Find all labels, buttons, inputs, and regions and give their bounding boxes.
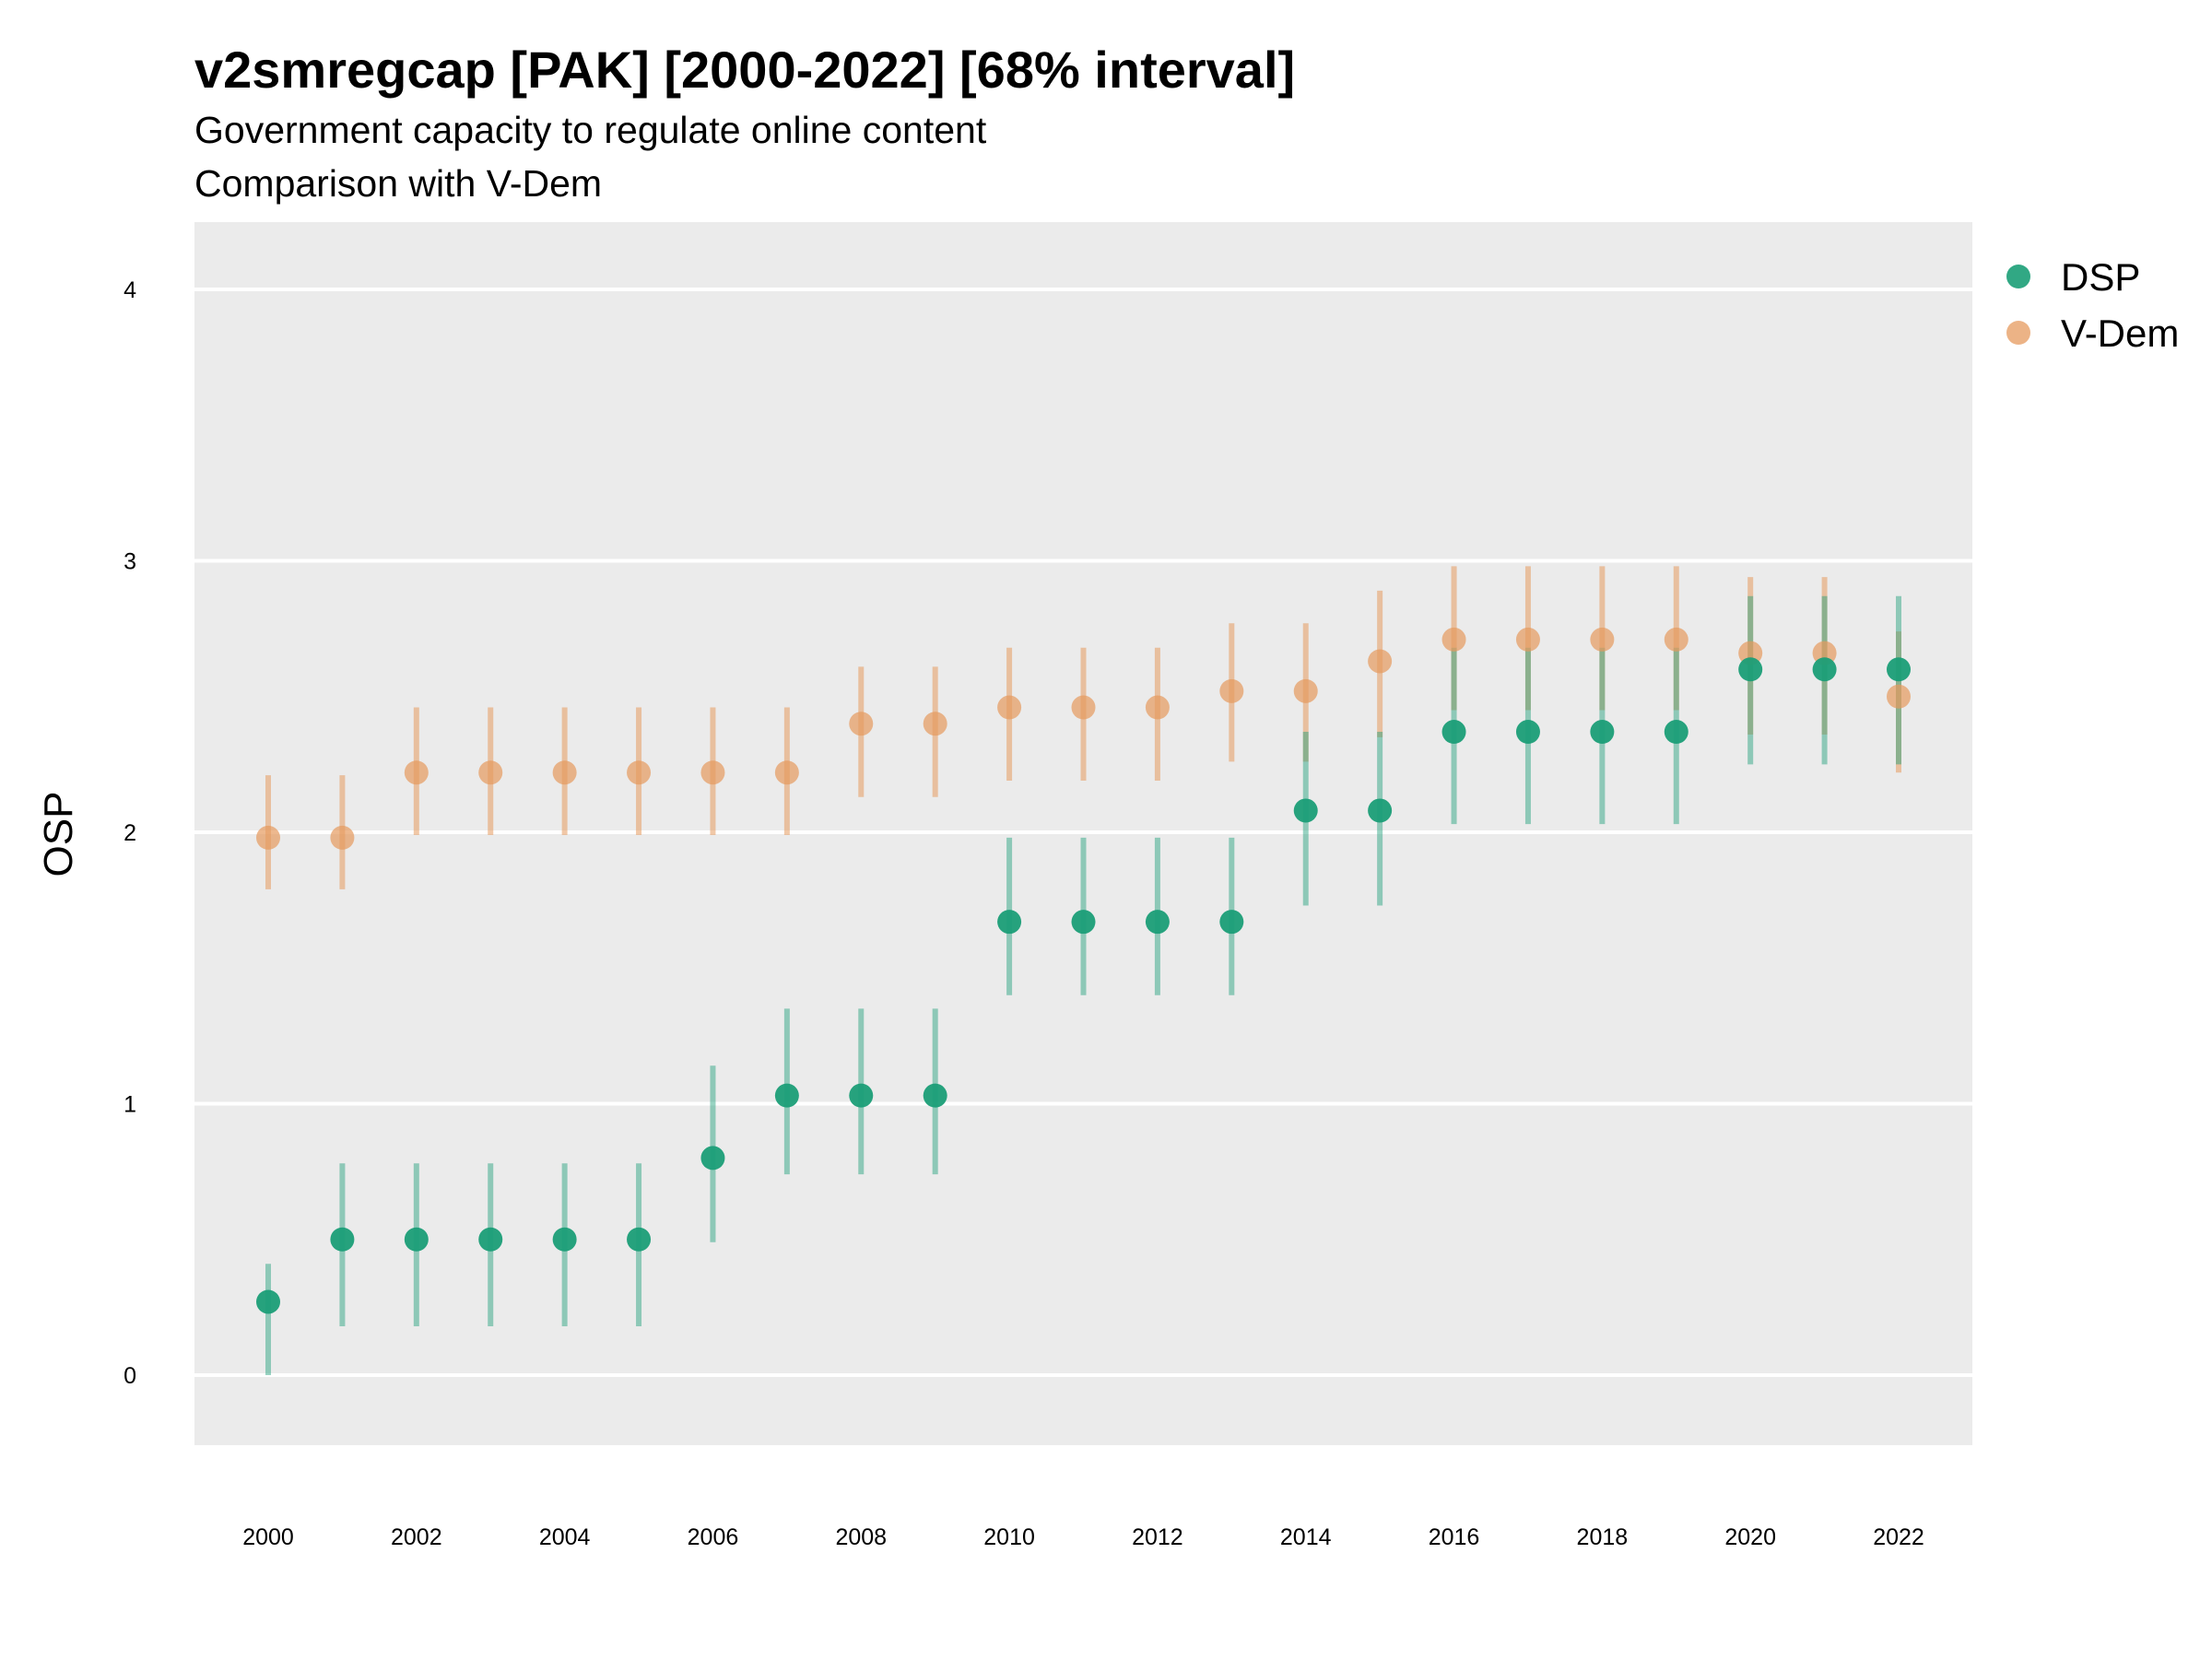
x-tick-label: 2016 [1429,1524,1480,1550]
y-tick-label: 0 [124,1363,136,1389]
chart-subtitle: Government capacity to regulate online c… [194,109,987,151]
x-tick-label: 2004 [539,1524,591,1550]
point-v-dem [1515,627,1540,652]
point-dsp [849,1083,874,1108]
point-v-dem [1887,684,1911,709]
y-tick-label: 4 [124,277,136,303]
point-dsp [478,1227,503,1252]
point-dsp [1368,798,1393,823]
point-v-dem [700,760,725,785]
point-v-dem [1145,695,1170,720]
data-marks [256,566,1911,1375]
y-axis-ticks: 0 1 2 3 4 [124,277,136,1389]
x-tick-label: 2018 [1577,1524,1629,1550]
point-dsp [774,1083,799,1108]
point-v-dem [552,760,577,785]
point-dsp [627,1227,652,1252]
y-axis-label: OSP [36,792,81,877]
point-v-dem [1590,627,1615,652]
point-dsp [404,1227,429,1252]
legend: DSP V-Dem [2006,255,2179,355]
x-tick-label: 2002 [391,1524,442,1550]
y-tick-label: 1 [124,1092,136,1118]
point-dsp [330,1227,355,1252]
point-dsp [1812,657,1837,682]
point-dsp [1887,657,1911,682]
point-dsp [1590,720,1615,745]
point-v-dem [1441,627,1466,652]
point-v-dem [1071,695,1096,720]
point-v-dem [404,760,429,785]
x-tick-label: 2000 [242,1524,294,1550]
chart-subtitle-2: Comparison with V-Dem [194,162,602,205]
x-tick-label: 2008 [835,1524,887,1550]
x-axis-ticks: 2000 2002 2004 2006 2008 2010 2012 2014 2016 2018… [242,1524,1924,1550]
point-v-dem [997,695,1022,720]
point-v-dem [627,760,652,785]
point-v-dem [1293,678,1318,703]
point-v-dem [849,712,874,736]
y-tick-label: 3 [124,549,136,575]
legend-label-dsp: DSP [2061,255,2140,299]
point-dsp [552,1227,577,1252]
point-dsp [923,1083,947,1108]
point-dsp [1515,720,1540,745]
point-v-dem [330,825,355,850]
point-v-dem [1219,678,1244,703]
x-tick-label: 2022 [1873,1524,1924,1550]
legend-label-vdem: V-Dem [2061,312,2179,355]
point-v-dem [256,825,280,850]
point-dsp [997,910,1022,935]
point-v-dem [774,760,799,785]
point-v-dem [1664,627,1688,652]
point-dsp [1664,720,1688,745]
point-v-dem [923,712,947,736]
point-dsp [1071,910,1096,935]
x-tick-label: 2012 [1132,1524,1183,1550]
point-dsp [700,1146,725,1171]
point-v-dem [478,760,503,785]
x-tick-label: 2006 [688,1524,739,1550]
x-tick-label: 2010 [983,1524,1035,1550]
point-dsp [1219,910,1244,935]
y-tick-label: 2 [124,820,136,846]
chart-title: v2smregcap [PAK] [2000-2022] [68% interv… [194,41,1295,99]
point-dsp [1441,720,1466,745]
x-tick-label: 2020 [1724,1524,1776,1550]
point-v-dem [1368,649,1393,674]
legend-key-dsp [2006,265,2030,288]
point-dsp [1293,798,1318,823]
x-tick-label: 2014 [1280,1524,1332,1550]
point-dsp [1145,910,1170,935]
legend-key-vdem [2006,321,2030,345]
point-dsp [1738,657,1763,682]
point-dsp [256,1289,280,1314]
